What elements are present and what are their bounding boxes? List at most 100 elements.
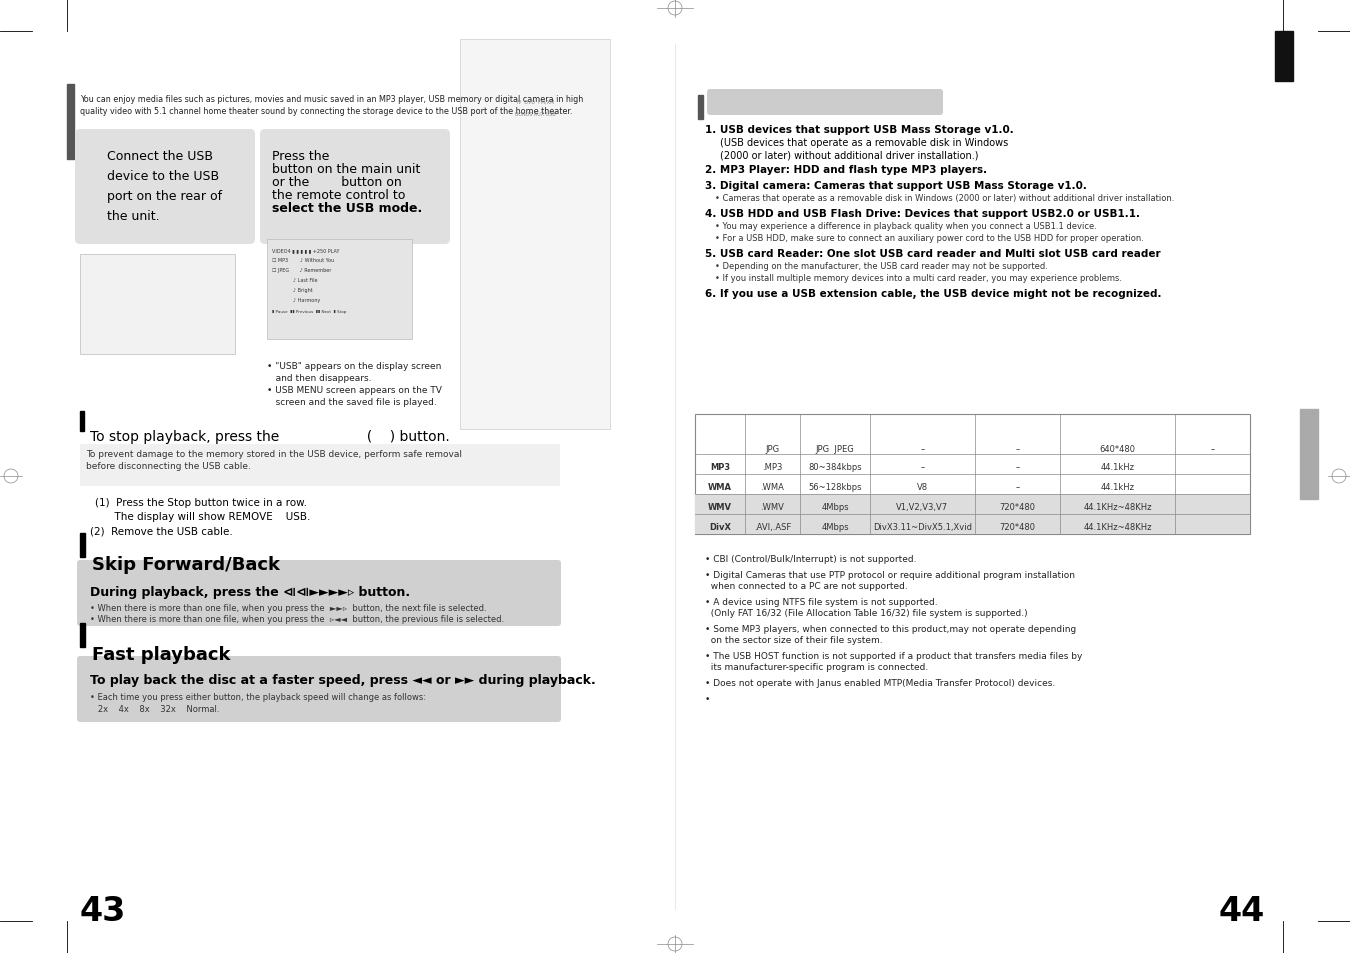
- Text: • CBI (Control/Bulk/Interrupt) is not supported.: • CBI (Control/Bulk/Interrupt) is not su…: [705, 555, 917, 563]
- Text: • Cameras that operate as a removable disk in Windows (2000 or later) without ad: • Cameras that operate as a removable di…: [716, 193, 1174, 203]
- Text: (2000 or later) without additional driver installation.): (2000 or later) without additional drive…: [720, 150, 979, 160]
- Text: 6. If you use a USB extension cable, the USB device might not be recognized.: 6. If you use a USB extension cable, the…: [705, 289, 1161, 298]
- Bar: [695, 495, 1250, 535]
- Text: or the        button on: or the button on: [271, 175, 402, 189]
- Text: MP3: MP3: [710, 462, 730, 472]
- Bar: [80, 254, 235, 355]
- Text: –: –: [1015, 444, 1019, 454]
- Bar: [1274, 32, 1293, 82]
- Text: .MP3: .MP3: [763, 462, 783, 472]
- Text: JPG  JPEG: JPG JPEG: [815, 444, 855, 454]
- Text: 44.1KHz~48KHz: 44.1KHz~48KHz: [1083, 502, 1152, 512]
- Text: • Digital Cameras that use PTP protocol or require additional program installati: • Digital Cameras that use PTP protocol …: [705, 571, 1075, 579]
- Text: 5. USB card Reader: One slot USB card reader and Multi slot USB card reader: 5. USB card Reader: One slot USB card re…: [705, 249, 1161, 258]
- Text: Skip Forward/Back: Skip Forward/Back: [92, 556, 279, 574]
- Text: before disconnecting the USB cable.: before disconnecting the USB cable.: [86, 461, 251, 471]
- Text: and then disappears.: and then disappears.: [267, 374, 371, 382]
- Text: when connected to a PC are not supported.: when connected to a PC are not supported…: [705, 581, 907, 590]
- Text: ☐ MP3        ♪ Without You: ☐ MP3 ♪ Without You: [271, 257, 335, 263]
- Text: –: –: [1015, 462, 1019, 472]
- Text: • "USB" appears on the display screen: • "USB" appears on the display screen: [267, 361, 441, 371]
- Text: V1,V2,V3,V7: V1,V2,V3,V7: [896, 502, 949, 512]
- Text: 720*480: 720*480: [999, 502, 1035, 512]
- Text: –: –: [921, 444, 925, 454]
- Text: • You may experience a difference in playback quality when you connect a USB1.1 : • You may experience a difference in pla…: [716, 222, 1096, 231]
- Text: 4. USB HDD and USB Flash Drive: Devices that support USB2.0 or USB1.1.: 4. USB HDD and USB Flash Drive: Devices …: [705, 209, 1139, 219]
- Bar: [695, 415, 1250, 535]
- Text: ▮ Pause  ▮▮ Previous  ▮▮ Next  ▮ Stop: ▮ Pause ▮▮ Previous ▮▮ Next ▮ Stop: [271, 310, 347, 314]
- Text: button on the main unit: button on the main unit: [271, 163, 420, 175]
- Text: • Depending on the manufacturer, the USB card reader may not be supported.: • Depending on the manufacturer, the USB…: [716, 262, 1048, 271]
- Text: • Does not operate with Janus enabled MTP(Media Transfer Protocol) devices.: • Does not operate with Janus enabled MT…: [705, 679, 1056, 687]
- Text: • When there is more than one file, when you press the  ▹◄◄  button, the previou: • When there is more than one file, when…: [90, 615, 504, 623]
- FancyBboxPatch shape: [76, 130, 255, 245]
- Text: 4Mbps: 4Mbps: [821, 522, 849, 532]
- Text: (1)  Press the Stop button twice in a row.: (1) Press the Stop button twice in a row…: [95, 497, 306, 507]
- Text: •: •: [705, 695, 710, 703]
- Text: TV  DVD  FM/XM: TV DVD FM/XM: [516, 100, 555, 105]
- FancyBboxPatch shape: [77, 657, 562, 722]
- Text: .AVI,.ASF: .AVI,.ASF: [753, 522, 791, 532]
- Text: WMA: WMA: [707, 482, 732, 492]
- Text: DivX3.11~DivX5.1,Xvid: DivX3.11~DivX5.1,Xvid: [873, 522, 972, 532]
- Text: JPG: JPG: [765, 444, 779, 454]
- FancyBboxPatch shape: [261, 130, 450, 245]
- Text: • A device using NTFS file system is not supported.: • A device using NTFS file system is not…: [705, 598, 938, 606]
- Text: 56~128kbps: 56~128kbps: [809, 482, 861, 492]
- Text: • Each time you press either button, the playback speed will change as follows:: • Each time you press either button, the…: [90, 692, 427, 701]
- Text: –: –: [1211, 444, 1215, 454]
- Text: 44.1KHz~48KHz: 44.1KHz~48KHz: [1083, 522, 1152, 532]
- Text: 43: 43: [80, 894, 127, 927]
- FancyBboxPatch shape: [707, 90, 944, 116]
- Text: (USB devices that operate as a removable disk in Windows: (USB devices that operate as a removable…: [720, 138, 1008, 148]
- Text: BONUS AUX USB: BONUS AUX USB: [514, 112, 555, 117]
- Text: 80~384kbps: 80~384kbps: [809, 462, 861, 472]
- Text: its manufacturer-specific program is connected.: its manufacturer-specific program is con…: [705, 662, 929, 671]
- Text: Fast playback: Fast playback: [92, 645, 231, 663]
- Bar: [68, 85, 74, 160]
- Text: –: –: [1015, 482, 1019, 492]
- Text: .WMV: .WMV: [760, 502, 784, 512]
- Text: ♪ Last File: ♪ Last File: [271, 277, 317, 283]
- Text: on the sector size of their file system.: on the sector size of their file system.: [705, 636, 883, 644]
- Text: select the USB mode.: select the USB mode.: [271, 202, 423, 214]
- Text: –: –: [921, 462, 925, 472]
- Text: (2)  Remove the USB cable.: (2) Remove the USB cable.: [90, 525, 232, 536]
- Text: ♪ Bright: ♪ Bright: [271, 288, 313, 293]
- Text: • USB MENU screen appears on the TV: • USB MENU screen appears on the TV: [267, 386, 441, 395]
- Text: During playback, press the ⧏⧏►►►►▹ button.: During playback, press the ⧏⧏►►►►▹ butto…: [90, 585, 410, 598]
- Bar: [80, 444, 560, 486]
- Text: V8: V8: [917, 482, 927, 492]
- Bar: [80, 412, 84, 432]
- Text: 720*480: 720*480: [999, 522, 1035, 532]
- Bar: [80, 623, 85, 647]
- Text: 3. Digital camera: Cameras that support USB Mass Storage v1.0.: 3. Digital camera: Cameras that support …: [705, 181, 1087, 191]
- Text: To prevent damage to the memory stored in the USB device, perform safe removal: To prevent damage to the memory stored i…: [86, 450, 462, 458]
- Text: ♪ Harmony: ♪ Harmony: [271, 297, 320, 303]
- Text: the remote control to: the remote control to: [271, 189, 405, 202]
- Bar: [698, 96, 703, 120]
- Text: DivX: DivX: [709, 522, 730, 532]
- Text: • If you install multiple memory devices into a multi card reader, you may exper: • If you install multiple memory devices…: [716, 274, 1122, 283]
- Text: 44: 44: [1219, 894, 1265, 927]
- Text: .WMA: .WMA: [760, 482, 784, 492]
- Text: To play back the disc at a faster speed, press ◄◄ or ►► during playback.: To play back the disc at a faster speed,…: [90, 673, 595, 686]
- Text: VIDEO4 ▮ ▮ ▮ ▮ ▮ +250 PLAY: VIDEO4 ▮ ▮ ▮ ▮ ▮ +250 PLAY: [271, 248, 339, 253]
- Bar: [460, 40, 610, 430]
- Text: ☐ JPEG       ♪ Remember: ☐ JPEG ♪ Remember: [271, 268, 331, 273]
- Text: Press the: Press the: [271, 150, 329, 163]
- Bar: [267, 240, 412, 339]
- Text: 2x    4x    8x    32x    Normal.: 2x 4x 8x 32x Normal.: [90, 704, 220, 713]
- Text: • Some MP3 players, when connected to this product,may not operate depending: • Some MP3 players, when connected to th…: [705, 624, 1076, 634]
- Text: (Only FAT 16/32 (File Allocation Table 16/32) file system is supported.): (Only FAT 16/32 (File Allocation Table 1…: [705, 608, 1027, 618]
- Text: 640*480: 640*480: [1099, 444, 1135, 454]
- Text: The display will show REMOVE    USB.: The display will show REMOVE USB.: [95, 512, 310, 521]
- Text: 44.1kHz: 44.1kHz: [1100, 482, 1134, 492]
- Text: 44.1kHz: 44.1kHz: [1100, 462, 1134, 472]
- Text: To stop playback, press the                    (    ) button.: To stop playback, press the ( ) button.: [90, 430, 450, 443]
- Text: • When there is more than one file, when you press the  ►►▹  button, the next fi: • When there is more than one file, when…: [90, 603, 486, 613]
- Text: screen and the saved file is played.: screen and the saved file is played.: [267, 397, 437, 407]
- Text: 4Mbps: 4Mbps: [821, 502, 849, 512]
- Text: 2. MP3 Player: HDD and flash type MP3 players.: 2. MP3 Player: HDD and flash type MP3 pl…: [705, 165, 987, 174]
- Text: Connect the USB
device to the USB
port on the rear of
the unit.: Connect the USB device to the USB port o…: [108, 150, 223, 223]
